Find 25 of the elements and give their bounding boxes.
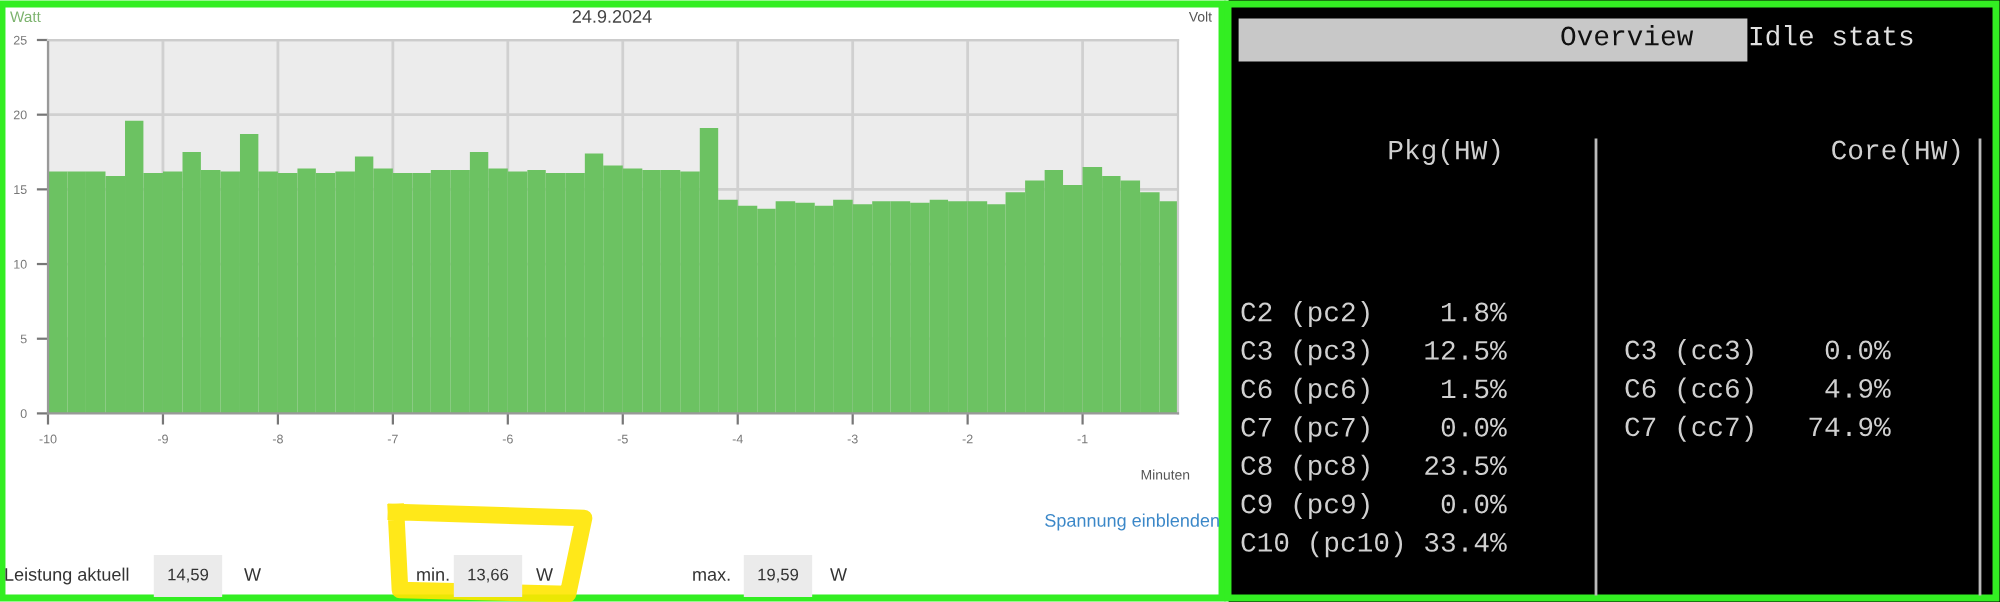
text: Idle stats — [1750, 25, 1913, 46]
text: C3 (pc3) 12.5% — [1241, 339, 1507, 366]
text: C8 (pc8) 23.5% — [1241, 454, 1507, 481]
text: C9 (pc9) 0.0% — [1241, 493, 1507, 519]
text: C3 (cc3) 0.0% — [1625, 339, 1891, 365]
text: 13,66 — [468, 568, 509, 583]
text: C6 (pc6) 1.5% — [1241, 377, 1507, 404]
text: C7 (cc7) 74.9% — [1625, 415, 1891, 442]
text: W — [244, 568, 261, 581]
text: C7 (pc7) 0.0% — [1241, 416, 1507, 443]
text: Overview — [1561, 25, 1694, 46]
text: W — [830, 568, 847, 581]
text: C2 (pc2) 1.8% — [1241, 301, 1507, 327]
text: Core(HW) — [1832, 139, 1960, 165]
text: 19,59 — [758, 568, 799, 583]
text: Leistung aktuell — [5, 567, 129, 585]
text: min. — [417, 567, 449, 581]
text: C6 (cc6) 4.9% — [1625, 377, 1891, 404]
text: W — [536, 568, 553, 581]
text: C10 (pc10) 33.4% — [1241, 531, 1507, 558]
text: 14,59 — [168, 568, 209, 583]
chart-title: 24.9.2024 — [572, 10, 652, 23]
text: Spannung einblenden — [1045, 513, 1219, 531]
text: max. — [693, 570, 730, 581]
text: Pkg(HW) — [1389, 139, 1500, 165]
